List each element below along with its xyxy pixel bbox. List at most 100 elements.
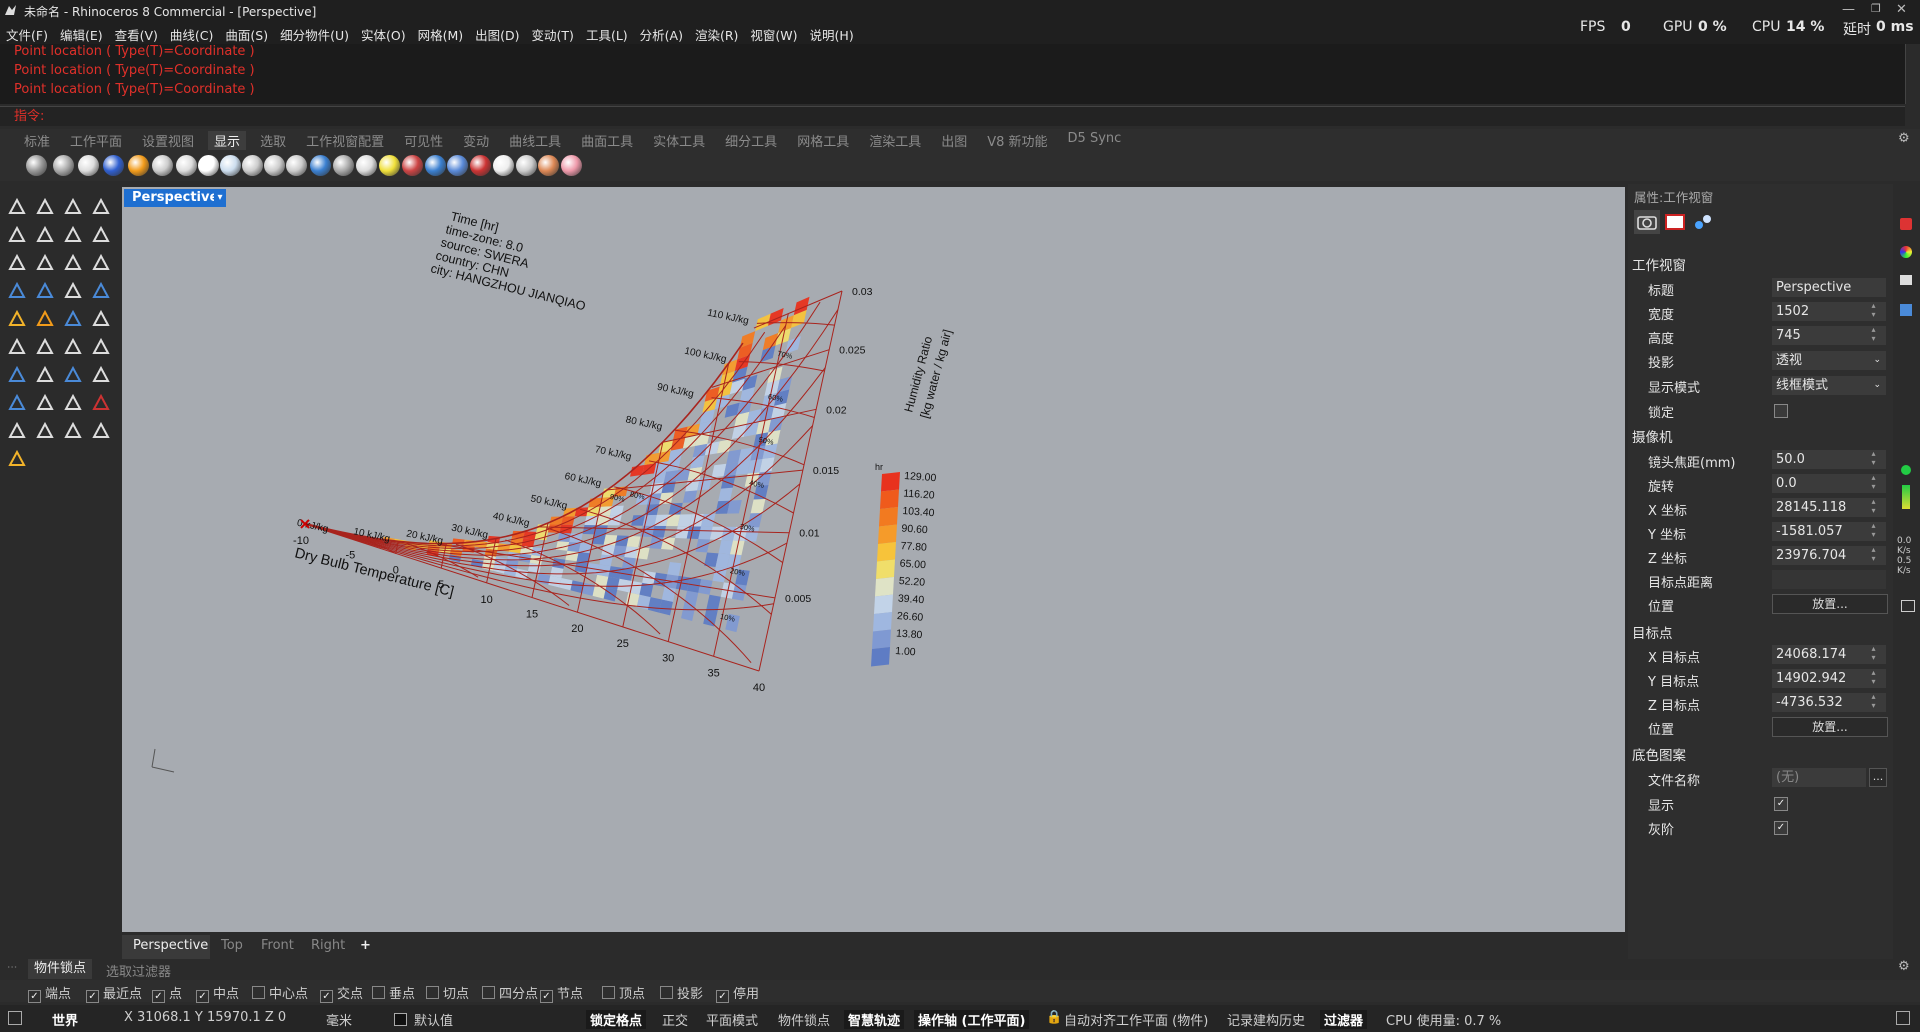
menu-item[interactable]: 实体(O) bbox=[361, 28, 406, 43]
camera-y-field[interactable]: -1581.057 bbox=[1772, 521, 1886, 541]
command-line[interactable]: 指令: bbox=[0, 106, 1905, 126]
modeling-tool-icon[interactable] bbox=[6, 224, 28, 246]
modeling-tool-icon[interactable] bbox=[62, 336, 84, 358]
modeling-tool-icon[interactable] bbox=[6, 280, 28, 302]
help-tab-icon[interactable] bbox=[1900, 304, 1912, 316]
modeling-tool-icon[interactable] bbox=[6, 336, 28, 358]
add-viewport-tab-button[interactable]: + bbox=[360, 938, 371, 953]
grayscale-checkbox[interactable]: ✓ bbox=[1774, 821, 1788, 835]
display-tool-icon[interactable] bbox=[447, 155, 468, 176]
toolbar-tab[interactable]: 曲面工具 bbox=[581, 135, 634, 150]
display-tool-icon[interactable] bbox=[402, 155, 423, 176]
gumball-toggle[interactable]: 操作轴 (工作平面) bbox=[914, 1010, 1030, 1029]
modeling-tool-icon[interactable] bbox=[90, 252, 112, 274]
restore-icon[interactable]: ❐ bbox=[1871, 2, 1881, 15]
materials-tab-icon[interactable] bbox=[1900, 246, 1912, 258]
osnap-checkbox[interactable] bbox=[602, 986, 615, 999]
display-mode-select[interactable]: 线框模式 ⌄ bbox=[1772, 376, 1886, 395]
capture-icon[interactable] bbox=[1901, 600, 1915, 612]
modeling-tool-icon[interactable] bbox=[6, 420, 28, 442]
layers-tab-icon[interactable] bbox=[1900, 275, 1912, 285]
tab-right[interactable]: Right bbox=[311, 938, 346, 953]
panel-toggle-icon[interactable] bbox=[8, 1011, 22, 1025]
modeling-tool-icon[interactable] bbox=[34, 392, 56, 414]
modeling-tool-icon[interactable] bbox=[34, 280, 56, 302]
display-tool-icon[interactable] bbox=[176, 155, 197, 176]
target-place-button[interactable]: 放置... bbox=[1772, 717, 1888, 737]
toolbar-tab[interactable]: 设置视图 bbox=[142, 135, 195, 150]
menu-item[interactable]: 细分物件(U) bbox=[280, 28, 350, 43]
display-tool-icon[interactable] bbox=[242, 155, 263, 176]
modeling-tool-icon[interactable] bbox=[62, 280, 84, 302]
osnap-option[interactable]: ✓ 交点 bbox=[320, 983, 363, 1003]
modeling-tool-icon[interactable] bbox=[62, 308, 84, 330]
display-tool-icon[interactable] bbox=[516, 155, 537, 176]
osnap-option[interactable]: ✓ 停用 bbox=[716, 983, 759, 1003]
osnap-gear-icon[interactable]: ⚙ bbox=[1898, 959, 1910, 974]
modeling-tool-icon[interactable] bbox=[62, 392, 84, 414]
toolbar-tab[interactable]: 显示 bbox=[208, 131, 247, 150]
title-field[interactable]: Perspective bbox=[1772, 278, 1886, 297]
modeling-tool-icon[interactable] bbox=[62, 252, 84, 274]
modeling-tool-icon[interactable] bbox=[6, 448, 28, 470]
height-field[interactable]: 745 bbox=[1772, 325, 1886, 345]
display-tool-icon[interactable] bbox=[264, 155, 285, 176]
display-tool-icon[interactable] bbox=[379, 155, 400, 176]
modeling-tool-icon[interactable] bbox=[34, 420, 56, 442]
menu-item[interactable]: 说明(H) bbox=[809, 28, 854, 43]
toolbar-tab[interactable]: 网格工具 bbox=[797, 135, 850, 150]
ortho-toggle[interactable]: 正交 bbox=[662, 1014, 689, 1029]
modeling-tool-icon[interactable] bbox=[6, 308, 28, 330]
modeling-tool-icon[interactable] bbox=[34, 196, 56, 218]
modeling-tool-icon[interactable] bbox=[6, 196, 28, 218]
units[interactable]: 毫米 bbox=[326, 1014, 353, 1029]
toolbar-tab[interactable]: 工作平面 bbox=[70, 135, 123, 150]
target-x-field[interactable]: 24068.174 bbox=[1772, 644, 1886, 664]
toolbar-tab[interactable]: 出图 bbox=[941, 135, 968, 150]
toolbar-tab[interactable]: D5 Sync bbox=[1067, 131, 1122, 146]
toolbar-tab[interactable]: 实体工具 bbox=[653, 135, 706, 150]
osnap-checkbox[interactable] bbox=[660, 986, 673, 999]
osnap-option[interactable]: ✓ 端点 bbox=[28, 983, 71, 1003]
osnap-option[interactable]: ✓ 中点 bbox=[196, 983, 239, 1003]
display-tool-icon[interactable] bbox=[78, 155, 99, 176]
osnap-toggle[interactable]: 物件锁点 bbox=[778, 1014, 831, 1029]
modeling-tool-icon[interactable] bbox=[34, 308, 56, 330]
display-tool-icon[interactable] bbox=[198, 155, 219, 176]
grid-snap-toggle[interactable]: 锁定格点 bbox=[586, 1010, 647, 1029]
menu-item[interactable]: 工具(L) bbox=[585, 28, 628, 43]
osnap-checkbox[interactable] bbox=[252, 986, 265, 999]
tab-front[interactable]: Front bbox=[261, 938, 294, 953]
display-tool-icon[interactable] bbox=[310, 155, 331, 176]
gear-icon[interactable]: ⚙ bbox=[1898, 131, 1910, 146]
display-tool-icon[interactable] bbox=[356, 155, 377, 176]
lock-checkbox[interactable] bbox=[1774, 404, 1788, 418]
tab-osnap[interactable]: 物件锁点 bbox=[28, 959, 93, 979]
osnap-option[interactable]: ✓ 点 bbox=[152, 983, 182, 1003]
menu-item[interactable]: 编辑(E) bbox=[59, 28, 103, 43]
display-tool-icon[interactable] bbox=[425, 155, 446, 176]
menu-item[interactable]: 文件(F) bbox=[6, 28, 48, 43]
menu-item[interactable]: 变动(T) bbox=[531, 28, 574, 43]
modeling-tool-icon[interactable] bbox=[90, 280, 112, 302]
filter-toggle[interactable]: 过滤器 bbox=[1320, 1010, 1368, 1029]
menu-item[interactable]: 网格(M) bbox=[417, 28, 464, 43]
osnap-option[interactable]: 投影 bbox=[660, 983, 703, 1002]
modeling-tool-icon[interactable] bbox=[90, 224, 112, 246]
menu-item[interactable]: 出图(D) bbox=[475, 28, 520, 43]
osnap-checkbox[interactable] bbox=[482, 986, 495, 999]
osnap-checkbox[interactable]: ✓ bbox=[196, 990, 209, 1003]
smarttrack-toggle[interactable]: 智慧轨迹 bbox=[844, 1010, 905, 1029]
toolbar-tab[interactable]: 曲线工具 bbox=[509, 135, 562, 150]
modeling-tool-icon[interactable] bbox=[6, 392, 28, 414]
camera-z-field[interactable]: 23976.704 bbox=[1772, 545, 1886, 565]
display-tool-icon[interactable] bbox=[152, 155, 173, 176]
modeling-tool-icon[interactable] bbox=[90, 308, 112, 330]
modeling-tool-icon[interactable] bbox=[90, 196, 112, 218]
menu-item[interactable]: 渲染(R) bbox=[694, 28, 739, 43]
width-field[interactable]: 1502 bbox=[1772, 301, 1886, 321]
menu-item[interactable]: 视窗(W) bbox=[750, 28, 798, 43]
tab-perspective[interactable]: Perspective bbox=[133, 938, 209, 953]
toolbar-tab[interactable]: V8 新功能 bbox=[987, 135, 1048, 150]
osnap-option[interactable]: ✓ 节点 bbox=[540, 983, 583, 1003]
